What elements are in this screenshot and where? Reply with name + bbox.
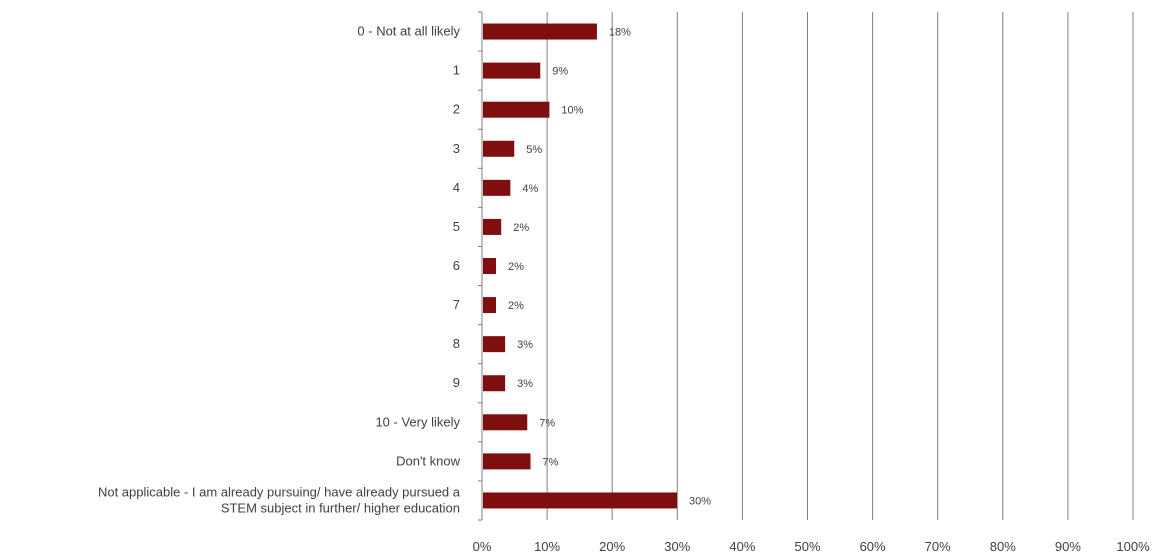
- category-label: 2: [453, 102, 460, 117]
- data-label: 7%: [543, 456, 559, 468]
- category-label: 3: [453, 141, 460, 156]
- category-label: 0 - Not at all likely: [357, 24, 460, 39]
- category-label: 4: [453, 180, 460, 195]
- data-label: 3%: [517, 378, 533, 390]
- x-tick-label: 100%: [1116, 539, 1150, 554]
- x-tick-label: 30%: [664, 539, 690, 554]
- bar: [483, 23, 597, 40]
- bar: [483, 140, 515, 157]
- x-tick-label: 20%: [599, 539, 625, 554]
- bar: [483, 179, 511, 196]
- x-tick-label: 90%: [1055, 539, 1081, 554]
- data-label: 4%: [522, 183, 538, 195]
- category-labels: 0 - Not at all likely 1 2 3 4 5 6 7 8 9 10 - Very …: [98, 24, 461, 516]
- x-tick-label: 0%: [473, 539, 492, 554]
- data-label: 10%: [561, 105, 583, 117]
- bar: [483, 453, 531, 470]
- bar: [483, 62, 541, 79]
- category-label: Don't know: [396, 453, 461, 468]
- category-label: STEM subject in further/ higher educatio…: [221, 500, 460, 515]
- data-label: 30%: [689, 495, 711, 507]
- category-label: Not applicable - I am already pursuing/ …: [98, 484, 461, 499]
- bar: [483, 258, 497, 274]
- data-label: 5%: [526, 144, 542, 156]
- bar: [483, 414, 528, 431]
- category-label: 6: [453, 258, 460, 273]
- category-label: 10 - Very likely: [375, 414, 460, 429]
- category-label: 9: [453, 375, 460, 390]
- category-label: 5: [453, 219, 460, 234]
- data-labels: 18% 9% 10% 5% 4% 2% 2% 2% 3% 3% 7% 7% 30%: [508, 27, 711, 508]
- x-tick-label: 60%: [860, 539, 886, 554]
- data-label: 7%: [539, 417, 555, 429]
- bar: [483, 492, 677, 509]
- category-label: 1: [453, 63, 460, 78]
- x-tick-label: 40%: [729, 539, 755, 554]
- data-label: 3%: [517, 339, 533, 351]
- data-label: 2%: [508, 300, 524, 312]
- x-tick-label: 70%: [925, 539, 951, 554]
- x-tick-labels: 0% 10% 20% 30% 40% 50% 60% 70% 80% 90% 100%: [473, 539, 1150, 554]
- x-tick-label: 80%: [990, 539, 1016, 554]
- data-label: 18%: [609, 27, 631, 39]
- gridlines: [546, 12, 1134, 520]
- bars: [483, 23, 677, 509]
- data-label: 2%: [513, 222, 529, 234]
- x-tick-label: 10%: [534, 539, 560, 554]
- bar: [483, 375, 506, 392]
- category-label: 8: [453, 336, 460, 351]
- bar: [483, 336, 506, 353]
- bar: [483, 101, 550, 118]
- bar: [483, 297, 497, 314]
- x-tick-label: 50%: [794, 539, 820, 554]
- data-label: 2%: [508, 261, 524, 273]
- y-axis: [478, 11, 483, 521]
- data-label: 9%: [552, 66, 568, 78]
- bar: [483, 218, 502, 235]
- category-label: 7: [453, 297, 460, 312]
